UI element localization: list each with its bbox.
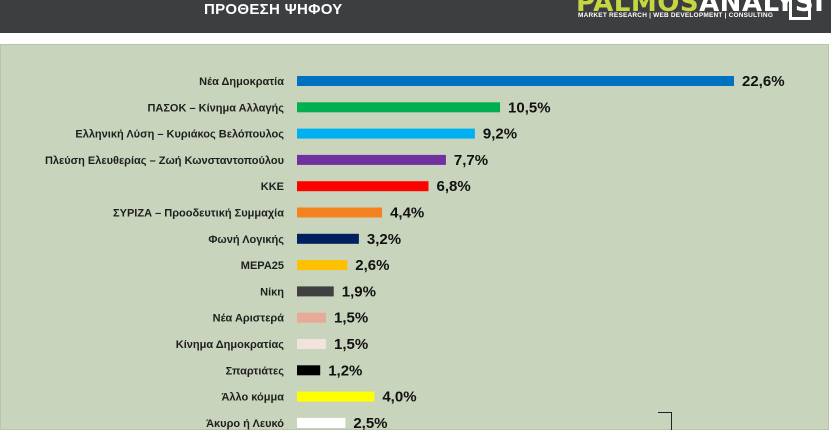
bar (297, 128, 475, 139)
bar (297, 260, 348, 271)
category-label: Νίκη (260, 286, 284, 298)
bar (297, 102, 501, 113)
category-label: Φωνή Λογικής (208, 234, 284, 246)
data-label: 1,2% (328, 362, 362, 379)
category-label: Σπαρτιάτες (226, 365, 285, 377)
page-title: ΠΡΟΘΕΣΗ ΨΗΦΟΥ (204, 1, 343, 18)
category-label: Άλλο κόμμα (221, 392, 284, 404)
category-label: ΣΥΡΙΖΑ – Προοδευτική Συμμαχία (113, 208, 284, 220)
bar (297, 76, 734, 86)
corner-bracket (658, 412, 672, 430)
data-label: 4,4% (390, 205, 424, 222)
category-label: Νέα Δημοκρατία (199, 76, 284, 88)
data-label: 10,5% (508, 99, 551, 116)
chart-panel (0, 44, 829, 430)
data-label: 4,0% (382, 389, 416, 406)
category-label: ΜΕΡΑ25 (241, 260, 284, 272)
bar (297, 154, 446, 165)
data-label: 2,5% (353, 415, 387, 430)
data-label: 9,2% (483, 126, 517, 143)
data-label: 6,8% (436, 178, 470, 195)
category-label: Πλεύση Ελευθερίας – Ζωή Κωνσταντοπούλου (45, 155, 284, 167)
category-label: ΚΚΕ (261, 181, 284, 193)
data-label: 7,7% (454, 152, 488, 169)
bar (297, 207, 383, 218)
bar (297, 286, 334, 297)
data-label: 1,9% (342, 283, 376, 300)
bar (297, 365, 321, 376)
bar (297, 391, 375, 402)
logo-tagline: MARKET RESEARCH | WEB DEVELOPMENT | CONS… (578, 12, 774, 19)
palmos-analysis-logo: PALMOSANALYSIS MARKET RESEARCH | WEB DEV… (572, 0, 822, 33)
category-label: Κίνημα Δημοκρατίας (176, 339, 284, 351)
bar (297, 233, 359, 244)
data-label: 1,5% (334, 336, 368, 353)
bar (297, 181, 429, 192)
data-label: 1,5% (334, 310, 368, 327)
bar (297, 417, 346, 428)
category-label: Νέα Αριστερά (213, 313, 285, 325)
header-bar: ΠΡΟΘΕΣΗ ΨΗΦΟΥ PALMOSANALYSIS MARKET RESE… (0, 0, 831, 33)
data-label: 2,6% (355, 257, 389, 274)
category-label: ΠΑΣΟΚ – Κίνημα Αλλαγής (147, 102, 284, 114)
data-label: 3,2% (367, 231, 401, 248)
category-label: Άκυρο ή Λευκό (206, 418, 284, 430)
data-label: 22,6% (742, 73, 785, 90)
category-label: Ελληνική Λύση – Κυριάκος Βελόπουλος (75, 129, 284, 141)
bar (297, 339, 327, 349)
bar (297, 312, 327, 323)
logo-frame-icon (789, 0, 811, 20)
